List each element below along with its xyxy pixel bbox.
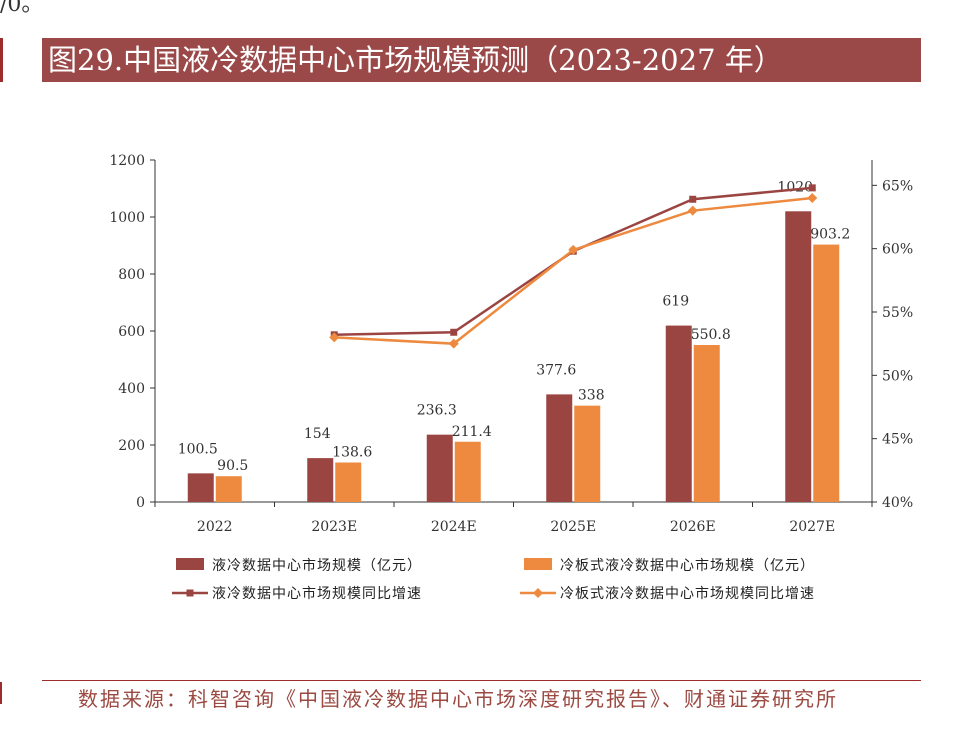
bar-value-label: 619 (662, 294, 689, 310)
bar-coldplate (215, 476, 242, 502)
left-accent-bar-bottom (0, 682, 2, 704)
x-axis-tick-label: 2026E (670, 519, 716, 535)
legend-marker (186, 589, 194, 597)
legend-swatch (176, 558, 204, 570)
legend-label: 液冷数据中心市场规模同比增速 (212, 585, 422, 602)
growth-point-coldplate (329, 332, 340, 343)
bar-total (665, 325, 692, 502)
legend-label: 冷板式液冷数据中心市场规模同比增速 (560, 585, 815, 602)
growth-point-coldplate (568, 244, 579, 255)
legend-label: 冷板式液冷数据中心市场规模（亿元） (560, 557, 815, 574)
left-axis-tick-label: 600 (118, 324, 145, 340)
left-axis-tick-label: 0 (136, 495, 145, 511)
bar-total (785, 211, 812, 503)
legend-swatch (524, 558, 552, 570)
bar-total (307, 458, 334, 502)
left-axis-tick-label: 800 (118, 267, 145, 283)
growth-point-coldplate (448, 338, 459, 349)
top-text-fragment: /0。 (0, 0, 44, 17)
x-axis-tick-label: 2024E (431, 519, 477, 535)
growth-line-coldplate (334, 196, 813, 345)
bar-value-label: 338 (578, 388, 605, 404)
bar-value-label: 377.6 (536, 362, 576, 378)
right-axis-tick-label: 40% (882, 495, 913, 511)
right-axis-tick-label: 65% (882, 178, 913, 194)
bar-value-label: 100.5 (178, 441, 218, 457)
bar-value-label: 550.8 (691, 327, 731, 343)
growth-point-total (808, 184, 816, 192)
bar-value-label: 138.6 (332, 444, 372, 460)
x-axis-tick-label: 2027E (789, 519, 835, 535)
right-axis-tick-label: 55% (882, 305, 913, 321)
growth-point-coldplate (807, 193, 818, 203)
figure-title: 图29.中国液冷数据中心市场规模预测（2023-2027 年） (42, 38, 921, 82)
right-axis-tick-label: 50% (882, 368, 913, 384)
left-axis-tick-label: 200 (118, 438, 145, 454)
combo-chart: 0 200 400 600 800 1000 1200 40% 45% 50% 55% 60% 65% 2… (109, 153, 913, 602)
bar-value-label: 236.3 (417, 403, 457, 419)
footer-divider (42, 680, 921, 681)
bar-value-label: 90.5 (217, 458, 248, 474)
bar-value-label: 211.4 (452, 424, 492, 440)
left-axis-tick-label: 400 (118, 381, 145, 397)
growth-point-total (450, 328, 458, 336)
bar-coldplate (454, 441, 481, 502)
bar-total (426, 434, 453, 502)
growth-line-total (334, 186, 813, 337)
left-axis-tick-label: 1000 (109, 210, 145, 226)
x-axis-tick-label: 2025E (550, 519, 596, 535)
x-axis-tick-label: 2023E (311, 519, 357, 535)
left-axis-tick-label: 1200 (109, 153, 145, 169)
bar-coldplate (813, 244, 840, 502)
bar-coldplate (693, 345, 720, 502)
bar-total (546, 394, 573, 502)
bar-coldplate (574, 405, 601, 502)
legend-label: 液冷数据中心市场规模（亿元） (212, 557, 422, 574)
legend-marker (533, 588, 543, 598)
bar-total (187, 473, 214, 502)
right-axis-tick-label: 45% (882, 432, 913, 448)
bar-value-label: 154 (304, 426, 331, 442)
x-axis-tick-label: 2022 (197, 519, 233, 535)
right-axis-tick-label: 60% (882, 242, 913, 258)
growth-point-coldplate (687, 205, 698, 216)
bar-value-label: 903.2 (810, 227, 850, 243)
data-source-note: 数据来源：科智咨询《中国液冷数据中心市场深度研究报告》、财通证券研究所 (78, 687, 838, 711)
growth-point-total (689, 195, 697, 203)
left-accent-bar-top (0, 38, 3, 82)
bar-coldplate (335, 462, 362, 502)
